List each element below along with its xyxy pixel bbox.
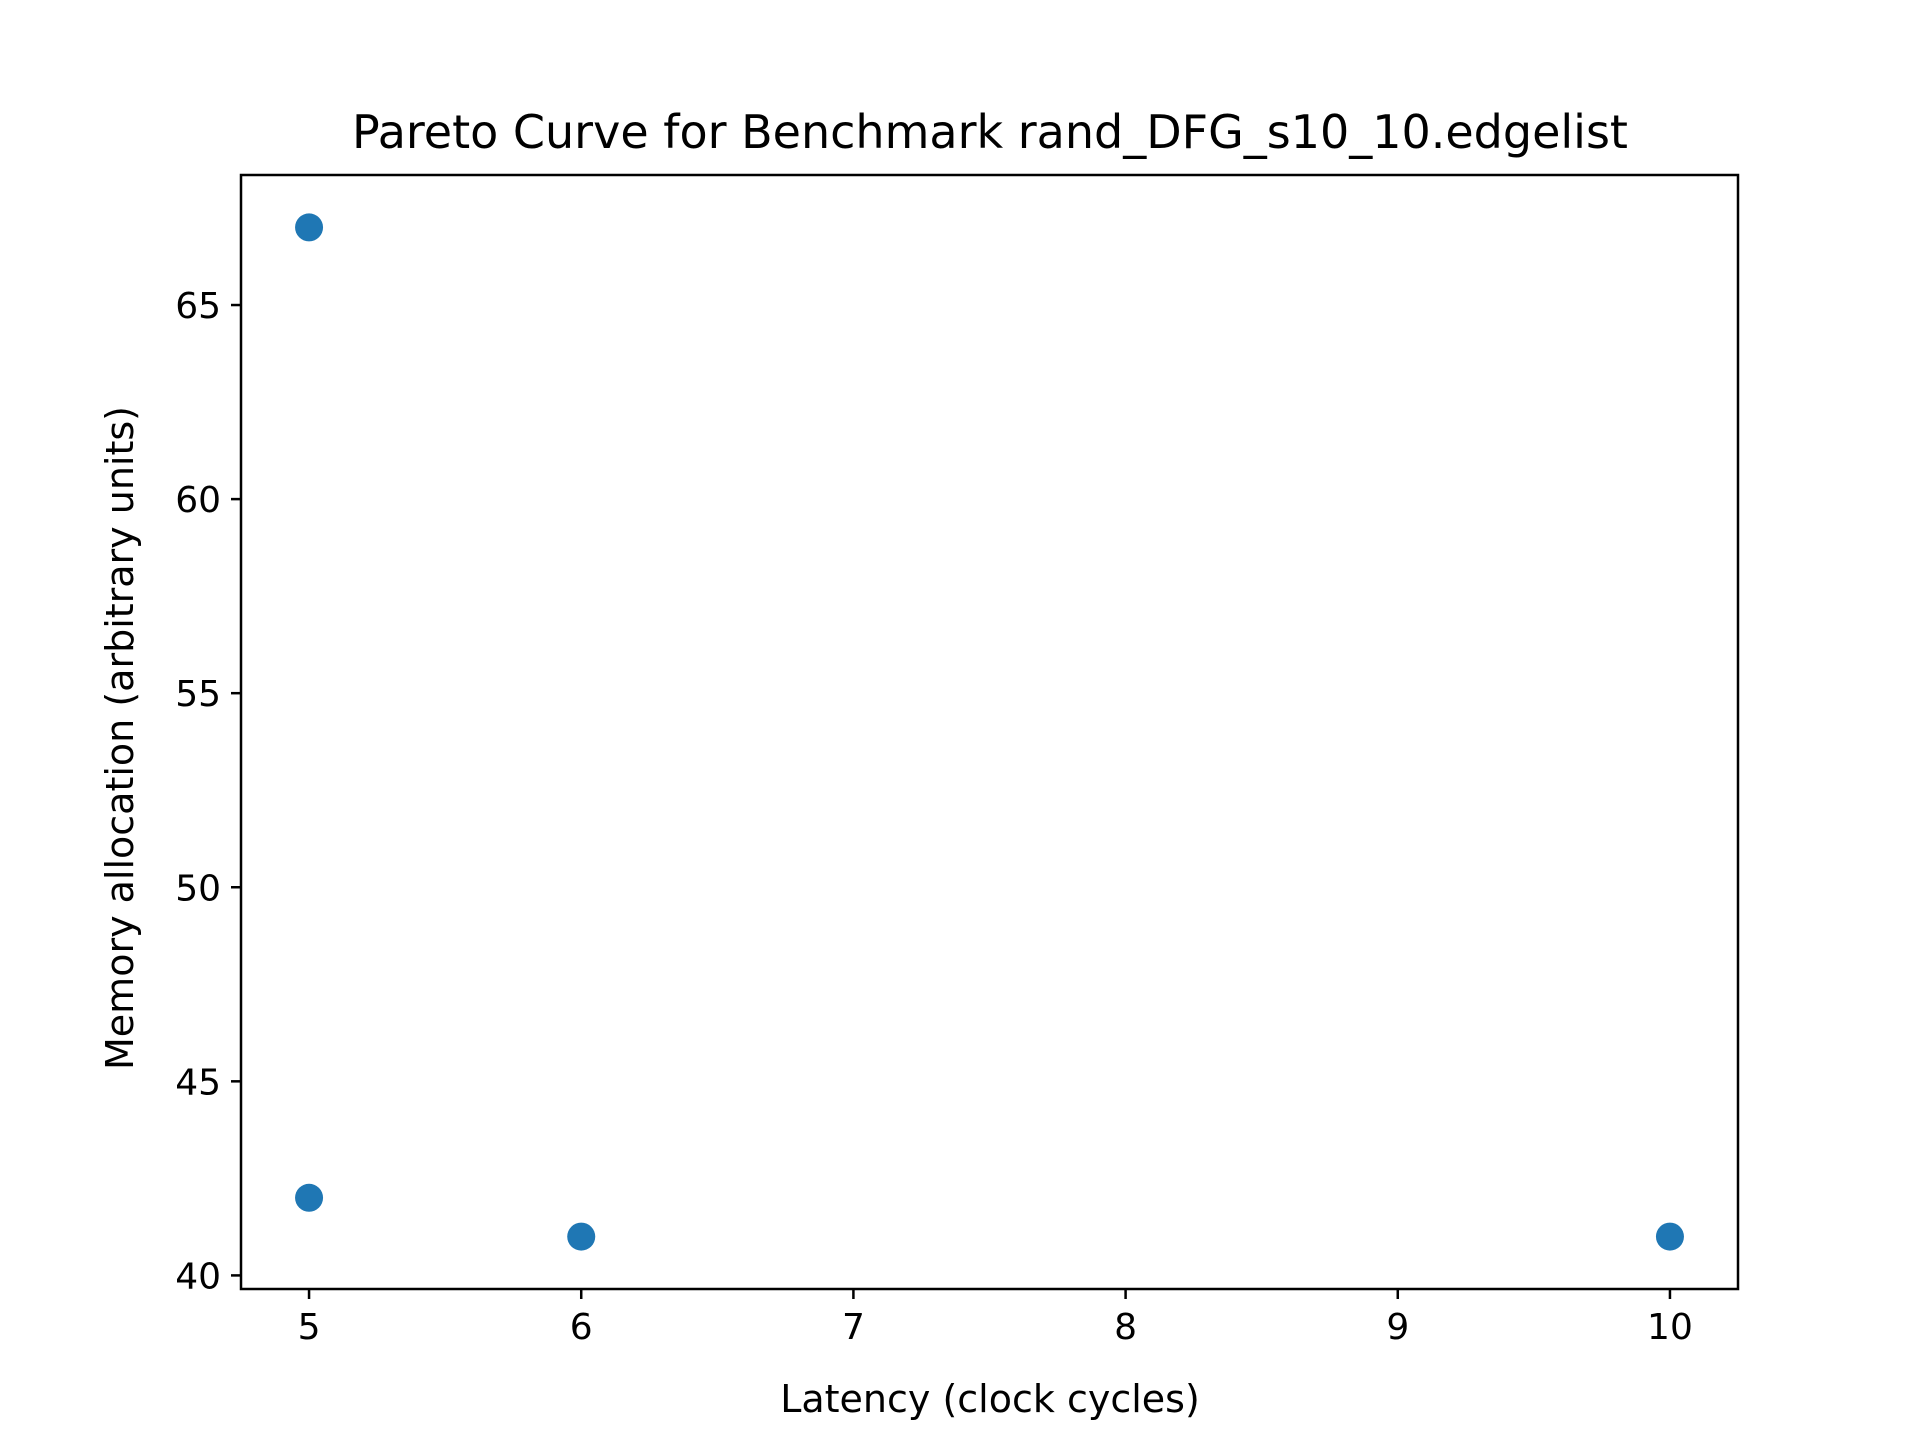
x-tick-label: 7 (842, 1307, 865, 1348)
x-tick-label: 5 (298, 1307, 321, 1348)
x-tick-label: 10 (1647, 1307, 1693, 1348)
data-point (295, 1183, 324, 1212)
data-point (567, 1222, 596, 1251)
y-tick-label: 40 (175, 1256, 221, 1297)
x-tick-label: 9 (1386, 1307, 1409, 1348)
y-tick-label: 45 (175, 1062, 221, 1103)
plot-area: 5 6 7 8 9 10 40 45 50 55 60 65 (175, 173, 1740, 1348)
x-axis-label: Latency (clock cycles) (780, 1377, 1200, 1421)
data-point (1655, 1222, 1684, 1251)
y-tick-label: 65 (175, 286, 221, 327)
y-axis-label: Memory allocation (arbitrary units) (98, 406, 142, 1070)
x-tick-label: 6 (570, 1307, 593, 1348)
plot-frame (239, 173, 1740, 1291)
data-point (295, 213, 324, 242)
chart-title: Pareto Curve for Benchmark rand_DFG_s10_… (352, 105, 1628, 159)
y-tick-label: 60 (175, 480, 221, 521)
x-tick-label: 8 (1114, 1307, 1137, 1348)
y-tick-label: 50 (175, 868, 221, 909)
y-tick-label: 55 (175, 674, 221, 715)
